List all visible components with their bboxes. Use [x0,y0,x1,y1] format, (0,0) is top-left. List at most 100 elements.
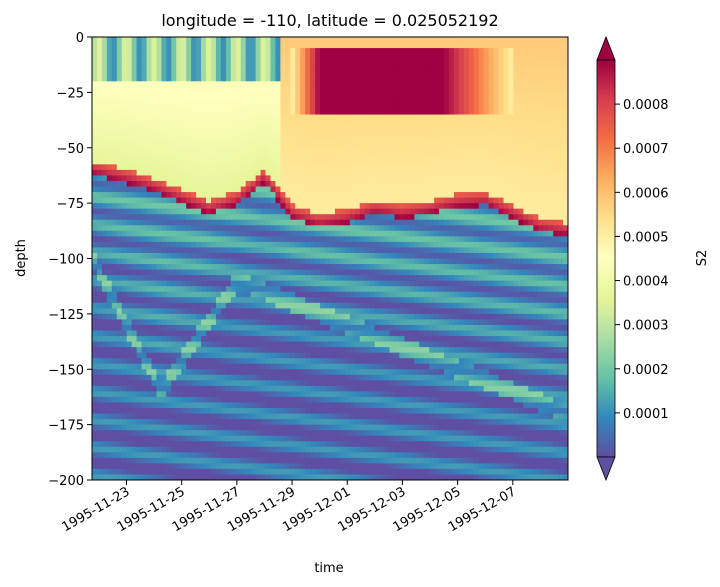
heatmap-cell [300,169,306,177]
heatmap-cell [96,192,103,199]
heatmap-cell [260,402,267,409]
heatmap-cell [339,147,346,154]
heatmap-cell [136,219,143,226]
heatmap-cell [344,186,351,193]
heatmap-cell [285,264,291,271]
heatmap-cell [240,341,247,348]
heatmap-cell [389,341,396,348]
heatmap-cell [211,258,217,265]
heatmap-cell [161,324,167,332]
heatmap-cell [364,319,371,326]
heatmap-cell [300,297,306,304]
heatmap-cell [136,275,143,282]
heatmap-cell [225,452,232,459]
heatmap-cell [389,230,396,237]
heatmap-cell [255,308,262,315]
heatmap-cell [285,391,291,398]
heatmap-cell [101,430,108,437]
heatmap-cell [364,297,371,304]
heatmap-cell [305,75,311,82]
heatmap-cell [364,358,371,365]
heatmap-cell [394,347,401,354]
heatmap-cell [186,230,192,237]
heatmap-cell [211,297,217,304]
heatmap-cell [394,241,401,249]
heatmap-cell [339,452,346,459]
heatmap-cell [255,374,262,381]
heatmap-cell [305,86,311,93]
heatmap-cell [310,219,316,226]
heatmap-cell [116,186,123,193]
heatmap-cell [359,313,366,321]
heatmap-cell [176,291,182,298]
heatmap-cell [369,446,376,453]
heatmap-cell [379,75,386,82]
heatmap-cell [116,402,123,409]
heatmap-cell [295,363,301,370]
heatmap-cell [255,264,262,271]
heatmap-cell [126,131,133,138]
heatmap-cell [106,324,113,332]
heatmap-cell [320,120,326,127]
heatmap-cell [339,402,346,409]
heatmap-cell [106,413,113,420]
heatmap-cell [186,59,192,66]
heatmap-cell [364,241,371,249]
heatmap-cell [334,86,341,93]
heatmap-cell [176,219,182,226]
heatmap-cell [176,70,182,77]
heatmap-cell [280,158,286,165]
heatmap-cell [255,446,262,453]
heatmap-cell [349,358,356,365]
heatmap-cell [295,70,301,77]
heatmap-cell [156,230,163,237]
heatmap-cell [255,369,262,376]
heatmap-cell [166,435,172,442]
heatmap-cell [201,435,207,442]
heatmap-cell [354,75,361,82]
heatmap-cell [349,324,356,332]
heatmap-cell [121,396,128,404]
heatmap-cell [315,142,321,149]
heatmap-cell [131,269,138,276]
heatmap-cell [201,446,207,453]
heatmap-cell [171,380,177,387]
heatmap-cell [330,336,336,343]
heatmap-cell [191,64,197,71]
heatmap-cell [166,114,172,121]
heatmap-cell [275,347,282,354]
heatmap-cell [171,219,177,226]
heatmap-cell [354,208,361,215]
heatmap-cell [211,219,217,226]
heatmap-cell [334,169,341,177]
heatmap-cell [339,37,346,44]
heatmap-cell [225,180,232,188]
heatmap-cell [280,369,286,376]
heatmap-cell [344,474,351,480]
heatmap-cell [111,402,118,409]
heatmap-cell [181,385,187,392]
heatmap-cell [399,103,405,110]
heatmap-cell [349,385,356,392]
heatmap-cell [186,275,192,282]
heatmap-cell [206,408,212,415]
heatmap-cell [384,42,391,49]
heatmap-cell [166,136,172,143]
heatmap-cell [310,424,316,431]
heatmap-cell [359,169,366,177]
heatmap-cell [280,180,286,188]
heatmap-cell [255,236,262,243]
heatmap-cell [344,70,351,77]
heatmap-cell [389,396,396,404]
heatmap-cell [215,463,222,470]
heatmap-cell [235,252,242,260]
heatmap-cell [349,308,356,315]
heatmap-cell [330,324,336,332]
heatmap-cell [330,374,336,381]
heatmap-cell [305,446,311,453]
heatmap-cell [300,402,306,409]
heatmap-cell [230,86,237,93]
heatmap-cell [285,352,291,359]
heatmap-cell [111,424,118,431]
heatmap-cell [364,153,371,160]
